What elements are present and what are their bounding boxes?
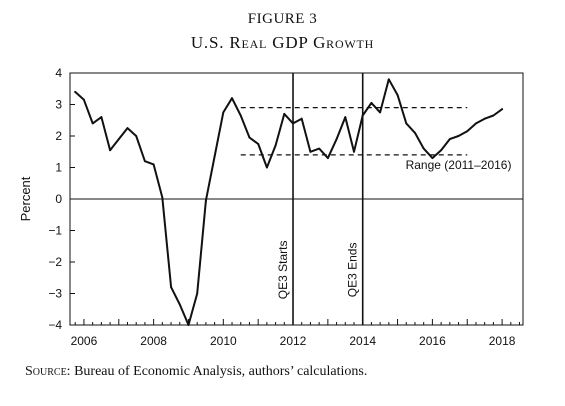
y-tick-label: −4 (48, 318, 62, 332)
series-layer (74, 78, 504, 326)
vertical-marker-label: QE3 Ends (346, 243, 360, 298)
data-point (213, 155, 216, 158)
y-tick-label: −2 (48, 255, 62, 269)
range-label: Range (2011–2016) (406, 158, 512, 172)
labels-layer: Range (2011–2016) QE3 Starts QE3 Ends (276, 158, 511, 299)
data-point (274, 144, 277, 147)
y-tick-label: −1 (48, 224, 62, 238)
data-point (370, 102, 373, 104)
data-point (387, 78, 390, 81)
data-point (300, 117, 303, 120)
y-tick-label: 2 (55, 129, 62, 143)
data-point (100, 116, 103, 118)
data-point (492, 114, 495, 117)
source-label: Source: (25, 364, 71, 379)
data-point (126, 127, 129, 129)
data-point (431, 157, 434, 160)
data-point (379, 111, 381, 114)
x-tick-label: 2006 (71, 334, 98, 348)
data-point (483, 117, 486, 120)
data-point (501, 108, 503, 111)
data-point (205, 199, 207, 202)
y-tick-label: 1 (55, 161, 62, 175)
data-point (257, 143, 260, 145)
data-point (152, 163, 155, 166)
x-tick-label: 2014 (349, 334, 376, 348)
x-tick-label: 2008 (140, 334, 167, 348)
data-point (344, 116, 347, 118)
data-point (335, 138, 338, 141)
data-point (74, 91, 77, 93)
data-point (475, 122, 477, 125)
data-point (405, 122, 408, 125)
data-point (239, 114, 242, 117)
source-note: Source: Bureau of Economic Analysis, aut… (25, 364, 367, 380)
data-point (422, 147, 425, 150)
data-point (144, 160, 146, 163)
x-tick-label: 2016 (419, 334, 446, 348)
data-point (117, 138, 120, 141)
data-point (318, 147, 321, 150)
x-tick-label: 2018 (489, 334, 516, 348)
figure-label: FIGURE 3 (247, 11, 318, 27)
data-point (327, 157, 329, 160)
axes-layer: −4 −3 −2 −1 0 1 2 3 4 2006 2008 2010 2012 2014 2016 201… (18, 66, 524, 348)
chart-title: U.S. Real GDP Growth (190, 33, 375, 52)
data-point (457, 135, 460, 137)
data-point (309, 150, 312, 153)
data-point (231, 97, 233, 100)
y-tick-label: −3 (48, 287, 62, 301)
data-point (448, 138, 451, 141)
y-tick-label: 0 (55, 192, 62, 206)
data-point (178, 303, 181, 306)
data-point (248, 136, 251, 139)
data-point (292, 122, 294, 125)
data-point (466, 130, 469, 133)
y-tick-label: 4 (55, 66, 62, 80)
data-point (414, 132, 416, 134)
data-point (283, 113, 286, 115)
data-point (361, 114, 364, 117)
data-point (91, 122, 94, 125)
data-point (161, 196, 164, 199)
data-point (440, 149, 442, 152)
data-point (222, 111, 225, 114)
source-text: Bureau of Economic Analysis, authors’ ca… (70, 364, 368, 379)
y-tick-label: 3 (55, 98, 62, 112)
data-point (170, 286, 173, 289)
data-point (266, 166, 268, 169)
data-point (396, 94, 399, 96)
x-tick-label: 2012 (280, 334, 307, 348)
series-line (74, 78, 504, 326)
y-axis-label: Percent (18, 176, 33, 221)
vertical-marker-label: QE3 Starts (276, 241, 290, 300)
data-point (135, 135, 138, 137)
data-point (109, 149, 111, 152)
data-point (187, 324, 190, 326)
data-point (353, 150, 355, 153)
data-point (83, 98, 85, 101)
x-tick-label: 2010 (210, 334, 237, 348)
data-point (196, 292, 199, 295)
